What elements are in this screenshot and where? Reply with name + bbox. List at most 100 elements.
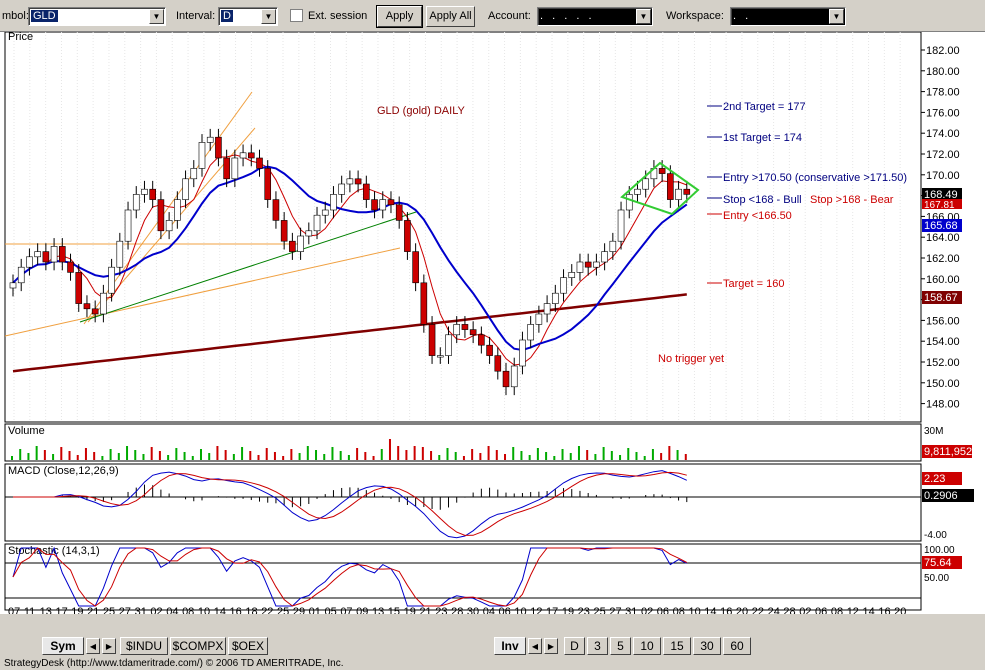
up-candle <box>174 199 181 221</box>
nav-right-icon[interactable]: ▶ <box>544 638 558 654</box>
chevron-down-icon[interactable]: ▼ <box>636 9 651 24</box>
down-candle <box>91 308 99 315</box>
date-tick-label: 20 <box>894 606 906 614</box>
nav-left-icon[interactable]: ◀ <box>528 638 542 654</box>
interval-tab[interactable]: 15 <box>663 637 691 655</box>
date-tick-label: 27 <box>119 606 131 614</box>
macd-histogram[interactable] <box>13 484 688 510</box>
volume-bar <box>528 455 531 460</box>
apply-button[interactable]: Apply <box>376 5 423 28</box>
macd-panel[interactable] <box>4 463 922 542</box>
lower-channel-line[interactable] <box>4 247 401 337</box>
down-candle <box>67 261 74 273</box>
symbol-tab[interactable]: $OEX <box>228 637 268 655</box>
chevron-down-icon[interactable]: ▼ <box>261 9 276 24</box>
ma200-line[interactable] <box>12 293 687 373</box>
interval-tab[interactable]: 5 <box>610 637 631 655</box>
workspace-value[interactable]: . . <box>733 10 752 22</box>
inv-tab[interactable]: Inv <box>494 637 526 655</box>
chevron-down-icon[interactable]: ▼ <box>149 9 164 24</box>
account-value[interactable]: . . . . . <box>540 10 595 22</box>
interval-tab[interactable]: D <box>564 637 585 655</box>
interval-tab[interactable]: 3 <box>587 637 608 655</box>
interval-tab[interactable]: 60 <box>723 637 751 655</box>
volume-bar <box>561 449 564 460</box>
down-candle <box>404 220 411 252</box>
up-candle <box>379 199 387 211</box>
target2-annotation: 2nd Target = 177 <box>723 101 806 113</box>
volume-panel-label: Volume <box>8 425 45 437</box>
symbol-combobox[interactable]: GLD ▼ <box>28 7 166 26</box>
bottom-tab-bar: Sym ◀ ▶ $INDU $COMPX $OEX Inv ◀ ▶ D 3 5 10 15 3… <box>0 635 985 657</box>
ext-session-checkbox[interactable] <box>290 9 303 22</box>
up-candle <box>9 282 17 289</box>
green-trendline[interactable] <box>79 211 417 323</box>
price-tick-label: 164.00 <box>926 232 960 244</box>
volume-bar <box>117 453 120 460</box>
down-candle <box>272 199 280 221</box>
nav-left-icon[interactable]: ◀ <box>86 638 100 654</box>
workspace-combobox[interactable]: . . ▼ <box>730 7 846 26</box>
up-candle <box>321 209 329 216</box>
sym-tab[interactable]: Sym <box>42 637 84 655</box>
down-candle <box>486 344 493 356</box>
volume-bar <box>388 439 391 460</box>
macd-signal-line[interactable] <box>13 471 687 536</box>
up-candle <box>116 240 124 268</box>
price-tick-label: 154.00 <box>926 336 960 348</box>
date-tick-label: 25 <box>594 606 606 614</box>
stochastic-panel-label: Stochastic (14,3,1) <box>8 545 100 557</box>
volume-bar <box>183 452 186 460</box>
volume-value: 9,811,952 <box>924 446 972 458</box>
price-tick-label: 152.00 <box>926 357 960 369</box>
chevron-down-icon[interactable]: ▼ <box>829 9 844 24</box>
ma20-line[interactable] <box>12 165 688 352</box>
up-candle <box>108 266 115 294</box>
macd-line[interactable] <box>13 470 688 539</box>
volume-bar <box>19 449 22 460</box>
down-candle <box>256 157 263 169</box>
volume-bar <box>224 450 227 460</box>
price-tick-label: 178.00 <box>926 87 960 99</box>
volume-bars[interactable] <box>11 439 687 460</box>
volume-bar <box>405 450 408 460</box>
workspace-label: Workspace: <box>666 10 724 22</box>
volume-bar <box>150 447 153 460</box>
interval-value[interactable]: D <box>221 10 233 22</box>
down-candle <box>683 188 691 195</box>
symbol-tab[interactable]: $COMPX <box>170 637 226 655</box>
chart-area[interactable]: 182.00 180.00 178.00 176.00 174.00 172.00 170.… <box>0 31 985 629</box>
stochastic-panel[interactable] <box>4 543 922 611</box>
date-tick-label: 18 <box>245 606 257 614</box>
price-tick-label: 176.00 <box>926 107 960 119</box>
down-candle <box>75 272 83 304</box>
down-candle <box>247 152 255 159</box>
interval-tab[interactable]: 30 <box>693 637 721 655</box>
up-candle <box>552 292 559 304</box>
stop-bear-annotation: Stop >168 - Bear <box>810 194 894 206</box>
down-candle <box>371 199 378 211</box>
candlesticks[interactable] <box>9 128 691 396</box>
up-candle <box>576 261 584 273</box>
symbol-tab[interactable]: $INDU <box>120 637 168 655</box>
up-candle <box>346 178 354 185</box>
volume-bar <box>651 449 654 460</box>
stochastic-d-line[interactable] <box>12 547 688 607</box>
last-price-value: 168.49 <box>924 189 958 201</box>
apply-all-button[interactable]: Apply All <box>426 6 475 27</box>
nav-right-icon[interactable]: ▶ <box>102 638 116 654</box>
up-candle <box>625 194 633 211</box>
interval-combobox[interactable]: D ▼ <box>218 7 278 26</box>
macd-value1: 2.23 <box>924 473 945 485</box>
interval-tab[interactable]: 10 <box>633 637 661 655</box>
no-trigger-annotation: No trigger yet <box>658 353 724 365</box>
date-tick-label: 15 <box>388 606 400 614</box>
down-candle <box>264 168 272 200</box>
volume-panel[interactable] <box>4 423 922 462</box>
symbol-value[interactable]: GLD <box>31 10 58 22</box>
diamond-pattern[interactable] <box>620 161 700 216</box>
down-candle <box>420 282 428 325</box>
chart-svg[interactable]: 182.00180.00178.00176.00174.00172.00170.… <box>0 31 985 629</box>
account-combobox[interactable]: . . . . . ▼ <box>537 7 653 26</box>
